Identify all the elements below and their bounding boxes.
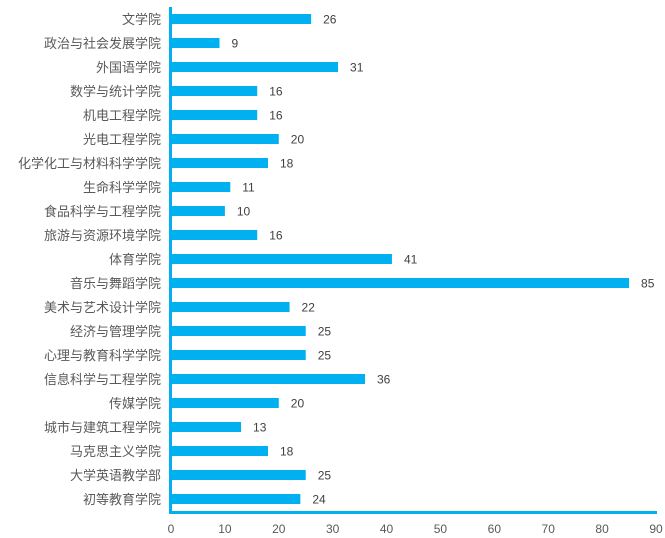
data-label: 36: [377, 373, 391, 387]
bar: [171, 206, 225, 216]
bar: [171, 350, 306, 360]
category-label: 生命科学学院: [83, 180, 161, 195]
category-label: 心理与教育科学学院: [44, 348, 161, 363]
bar: [171, 470, 306, 480]
y-axis-line: [169, 7, 172, 514]
category-label: 初等教育学院: [83, 492, 161, 507]
data-label: 31: [350, 61, 364, 75]
data-label: 25: [318, 325, 332, 339]
bar: [171, 302, 290, 312]
x-tick-label: 20: [272, 522, 286, 536]
category-label: 大学英语教学部: [70, 468, 161, 483]
x-axis-line: [169, 511, 657, 514]
x-tick-label: 0: [168, 522, 175, 536]
bar: [171, 134, 279, 144]
category-label: 文学院: [122, 12, 161, 27]
data-label: 16: [269, 109, 283, 123]
bar: [171, 326, 306, 336]
category-label: 音乐与舞蹈学院: [70, 276, 161, 291]
category-label: 机电工程学院: [83, 108, 161, 123]
category-label: 传媒学院: [109, 396, 161, 411]
bar: [171, 230, 258, 240]
category-label: 美术与艺术设计学院: [44, 300, 161, 315]
data-label: 13: [253, 421, 267, 435]
bar: [171, 62, 339, 72]
category-label: 政治与社会发展学院: [44, 36, 161, 51]
data-label: 16: [269, 85, 283, 99]
data-label: 20: [291, 133, 305, 147]
data-label: 10: [237, 205, 251, 219]
data-label: 20: [291, 397, 305, 411]
bar: [171, 446, 268, 456]
bar: [171, 38, 220, 48]
category-label: 体育学院: [109, 252, 161, 267]
category-label: 信息科学与工程学院: [44, 372, 161, 387]
bar: [171, 374, 365, 384]
x-tick-label: 90: [649, 522, 663, 536]
category-label: 化学化工与材料科学学院: [18, 156, 161, 171]
bar: [171, 182, 231, 192]
x-tick-label: 50: [434, 522, 448, 536]
bar: [171, 494, 301, 504]
data-label: 26: [323, 13, 337, 27]
data-label: 25: [318, 349, 332, 363]
x-tick-label: 40: [380, 522, 394, 536]
category-label: 经济与管理学院: [70, 324, 161, 339]
x-tick-label: 30: [326, 522, 340, 536]
bar: [171, 398, 279, 408]
bar: [171, 278, 630, 288]
category-label: 食品科学与工程学院: [44, 204, 161, 219]
data-label: 22: [302, 301, 316, 315]
category-label: 外国语学院: [96, 60, 161, 75]
x-tick-label: 60: [488, 522, 502, 536]
x-tick-label: 80: [595, 522, 609, 536]
data-label: 41: [404, 253, 418, 267]
data-label: 11: [242, 181, 255, 195]
x-tick-label: 70: [542, 522, 556, 536]
category-label: 数学与统计学院: [70, 84, 161, 99]
bar: [171, 110, 258, 120]
data-label: 85: [641, 277, 655, 291]
bar: [171, 86, 258, 96]
category-label: 马克思主义学院: [70, 444, 161, 459]
bar: [171, 422, 242, 432]
data-label: 16: [269, 229, 283, 243]
bar: [171, 14, 312, 24]
bar: [171, 254, 392, 264]
data-label: 24: [312, 493, 326, 507]
data-label: 18: [280, 445, 294, 459]
data-label: 25: [318, 469, 332, 483]
data-label: 9: [232, 37, 239, 51]
category-label: 城市与建筑工程学院: [44, 420, 161, 435]
x-tick-label: 10: [218, 522, 232, 536]
category-label: 旅游与资源环境学院: [44, 228, 161, 243]
data-label: 18: [280, 157, 294, 171]
bar: [171, 158, 268, 168]
category-label: 光电工程学院: [83, 132, 161, 147]
